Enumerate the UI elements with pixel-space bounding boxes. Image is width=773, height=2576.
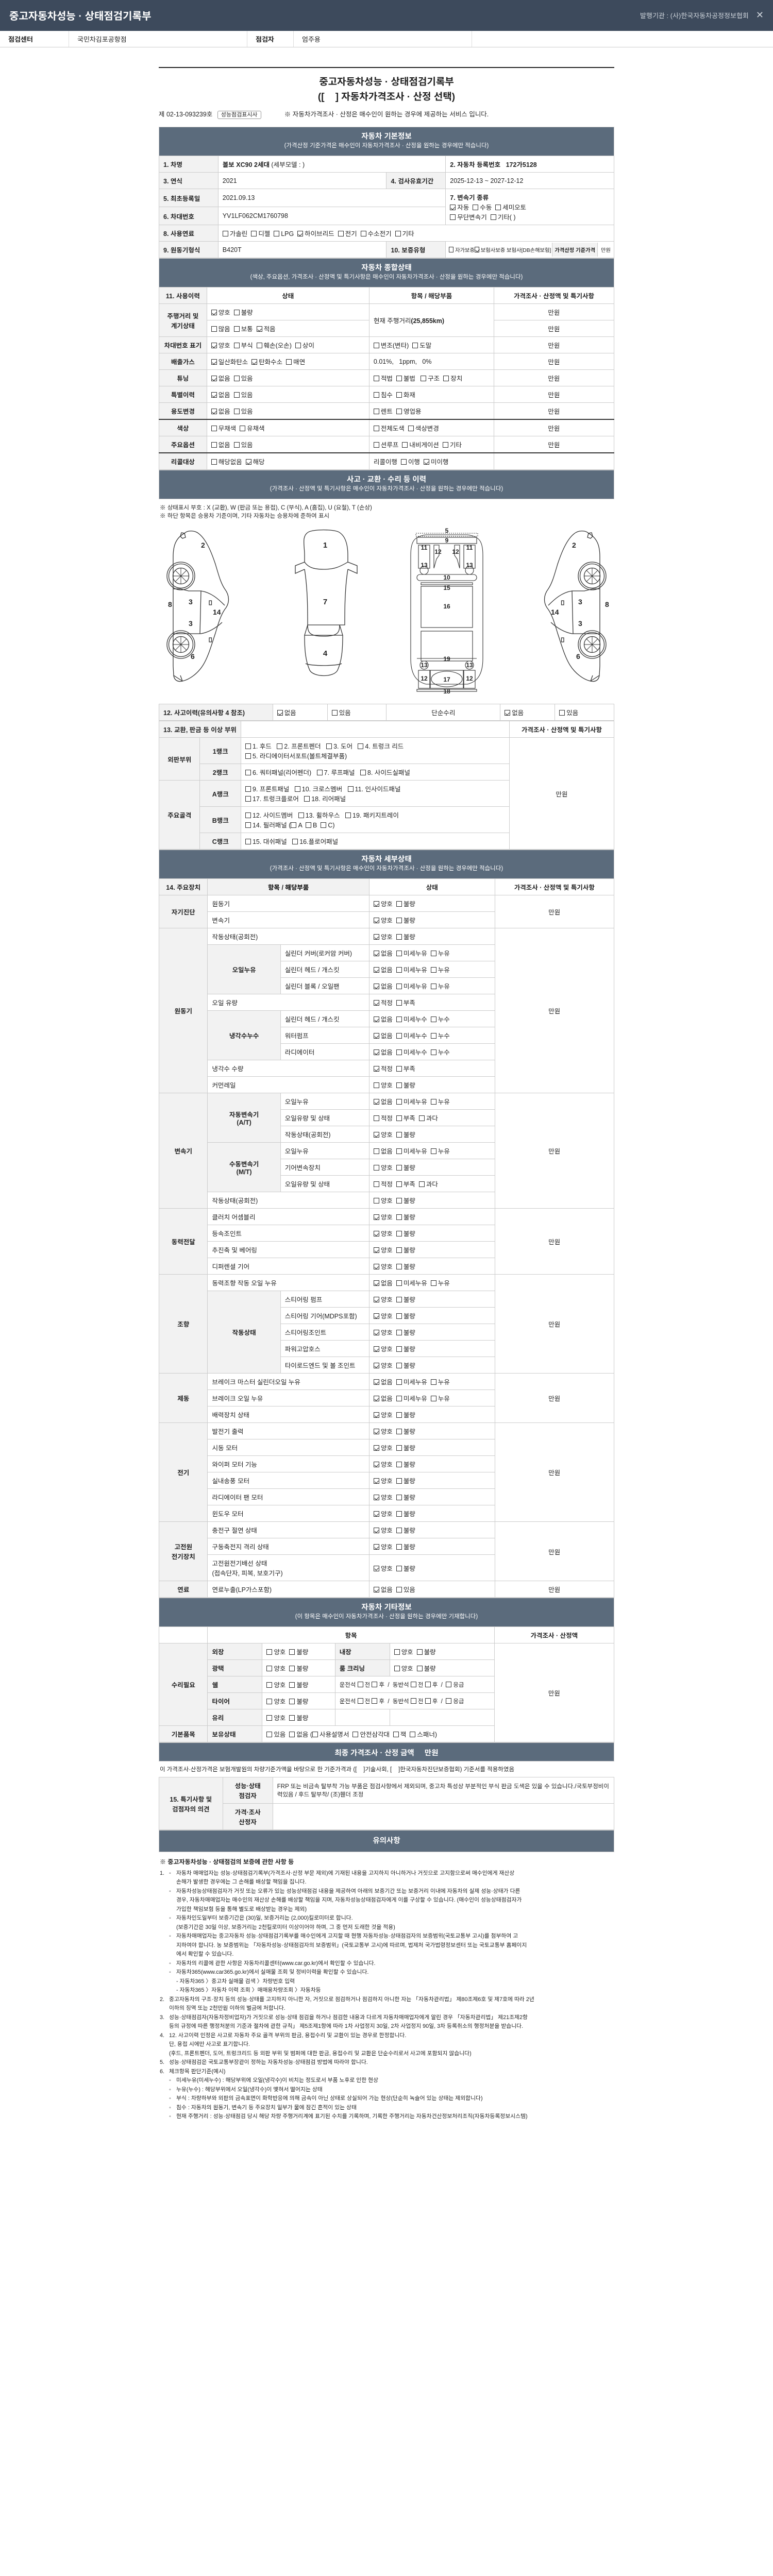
- svg-text:12: 12: [435, 548, 442, 555]
- svg-text:6: 6: [191, 652, 195, 660]
- svg-text:3: 3: [189, 619, 193, 628]
- svg-text:13: 13: [421, 562, 428, 569]
- svg-text:18: 18: [444, 688, 451, 695]
- svg-text:14: 14: [213, 608, 221, 616]
- svg-text:13: 13: [466, 662, 474, 669]
- svg-text:15: 15: [444, 584, 451, 591]
- svg-text:12: 12: [452, 548, 460, 555]
- svg-text:12: 12: [466, 675, 474, 682]
- svg-text:11: 11: [421, 544, 428, 551]
- svg-text:8: 8: [168, 600, 172, 608]
- svg-text:17: 17: [444, 676, 451, 683]
- svg-text:19: 19: [444, 655, 451, 663]
- svg-text:12: 12: [421, 675, 428, 682]
- svg-text:14: 14: [551, 608, 559, 616]
- svg-text:8: 8: [605, 600, 609, 608]
- svg-text:13: 13: [421, 662, 428, 669]
- svg-text:13: 13: [466, 562, 474, 569]
- svg-text:4: 4: [323, 649, 327, 658]
- svg-text:1: 1: [323, 541, 327, 550]
- svg-text:3: 3: [578, 598, 582, 606]
- svg-text:2: 2: [572, 541, 576, 549]
- svg-text:16: 16: [444, 603, 451, 610]
- svg-text:3: 3: [189, 598, 193, 606]
- svg-text:10: 10: [444, 574, 451, 581]
- svg-text:7: 7: [323, 598, 327, 606]
- svg-text:6: 6: [576, 652, 580, 660]
- svg-text:9: 9: [445, 537, 449, 544]
- svg-text:5: 5: [445, 527, 449, 534]
- svg-text:3: 3: [578, 619, 582, 628]
- svg-text:11: 11: [466, 544, 473, 551]
- svg-text:2: 2: [201, 541, 205, 549]
